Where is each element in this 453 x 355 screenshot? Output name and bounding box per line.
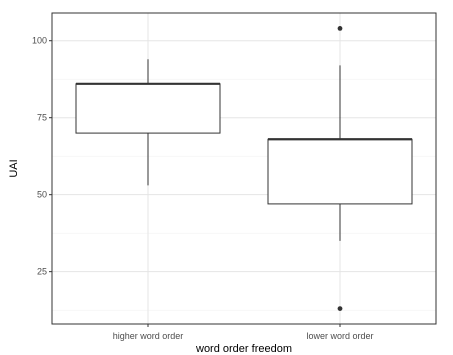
outlier-point — [337, 25, 343, 31]
x-tick-label: lower word order — [306, 331, 373, 341]
box-iqr — [267, 138, 413, 205]
box-1 — [75, 59, 221, 186]
box-iqr — [75, 83, 221, 134]
y-tick-label: 100 — [32, 36, 47, 46]
y-tick-label: 25 — [37, 267, 47, 277]
x-axis-title: word order freedom — [195, 343, 292, 355]
y-axis-title: UAI — [8, 159, 20, 177]
panel-border — [51, 12, 437, 325]
box-layer — [75, 25, 413, 312]
tick-layer: 25 50 75 100 higher word order lower word ord… — [32, 36, 374, 341]
y-tick-label: 75 — [37, 113, 47, 123]
x-tick-label: higher word order — [113, 331, 184, 341]
outlier-point — [337, 306, 343, 312]
y-tick-label: 50 — [37, 190, 47, 200]
box-2 — [267, 25, 413, 312]
